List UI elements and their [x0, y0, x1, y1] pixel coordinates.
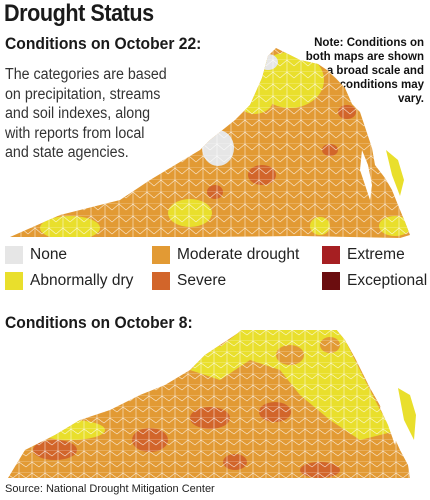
map-2-heading: Conditions on October 8:: [5, 313, 193, 332]
legend-label: Severe: [177, 272, 227, 289]
legend-label: Moderate drought: [177, 246, 300, 263]
legend-label: Extreme: [347, 246, 405, 263]
legend-swatch-abnormally-dry: [5, 272, 23, 290]
legend-item-moderate-drought: Moderate drought: [152, 245, 299, 265]
map-october-22: [10, 48, 410, 238]
legend-item-none: None: [5, 245, 67, 265]
map-1-description: The categories are based on precipitatio…: [5, 66, 167, 161]
page-title: Drought Status: [4, 0, 154, 27]
map-october-8: [8, 330, 416, 478]
legend-swatch-severe: [152, 272, 170, 290]
note-text: Note: Conditions on both maps are shown …: [305, 37, 424, 105]
legend-item-severe: Severe: [152, 271, 226, 291]
map-legend: None Abnormally dry Moderate drought Sev…: [0, 243, 430, 299]
legend-swatch-none: [5, 246, 23, 264]
legend-swatch-exceptional: [322, 272, 340, 290]
legend-label: Exceptional: [347, 272, 428, 289]
legend-label: None: [30, 246, 68, 263]
legend-swatch-extreme: [322, 246, 340, 264]
legend-item-extreme: Extreme: [322, 245, 405, 265]
legend-label: Abnormally dry: [30, 272, 134, 289]
legend-item-exceptional: Exceptional: [322, 271, 427, 291]
legend-swatch-moderate-drought: [152, 246, 170, 264]
map-1-heading: Conditions on October 22:: [5, 34, 202, 53]
legend-item-abnormally-dry: Abnormally dry: [5, 271, 133, 291]
source-credit: Source: National Drought Mitigation Cent…: [5, 483, 215, 495]
